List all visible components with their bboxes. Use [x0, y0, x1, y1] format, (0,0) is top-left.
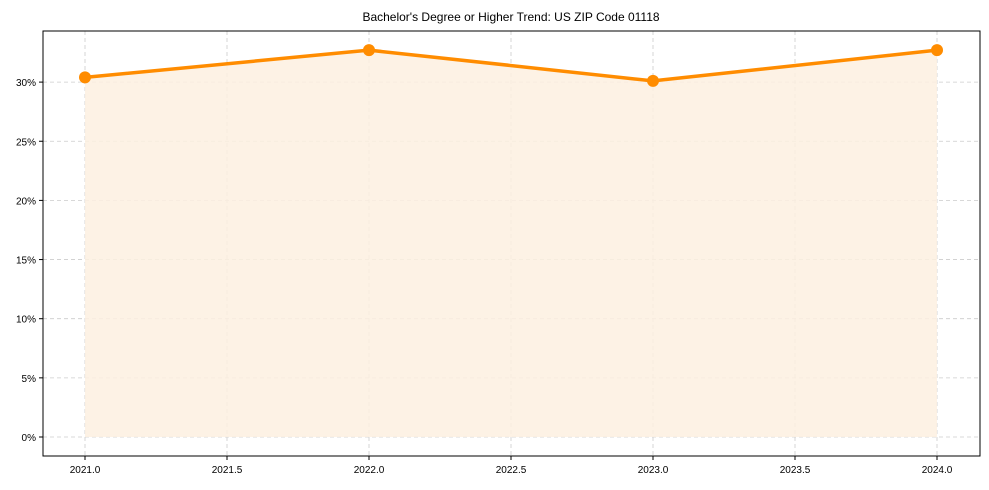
y-tick-label: 25% — [16, 137, 36, 148]
y-tick-label: 10% — [16, 315, 36, 326]
x-tick-label: 2024.0 — [922, 465, 953, 476]
data-line — [84, 48, 938, 83]
x-tick-label: 2022.5 — [496, 465, 527, 476]
data-point — [79, 71, 91, 84]
data-point — [931, 44, 943, 57]
x-tick-label: 2023.5 — [780, 465, 811, 476]
x-tick-label: 2023.0 — [638, 465, 669, 476]
plot-area — [42, 30, 981, 457]
x-tick-label: 2022.0 — [354, 465, 385, 476]
x-tick-label: 2021.0 — [70, 465, 101, 476]
y-axis: 0% 5% 10% 15% 20% 25% 30% — [16, 78, 43, 444]
y-tick-label: 30% — [16, 78, 36, 89]
data-point — [363, 44, 375, 57]
area-fill — [85, 50, 937, 438]
y-tick-label: 15% — [16, 256, 36, 267]
y-tick-label: 20% — [16, 196, 36, 207]
y-tick-label: 5% — [22, 374, 37, 385]
data-point — [647, 74, 659, 87]
chart-title: Bachelor's Degree or Higher Trend: US ZI… — [362, 10, 659, 24]
x-tick-label: 2021.5 — [212, 465, 243, 476]
y-tick-label: 0% — [22, 433, 37, 444]
x-axis: 2021.0 2021.5 2022.0 2022.5 2023.0 2023.5 2024… — [70, 456, 953, 476]
